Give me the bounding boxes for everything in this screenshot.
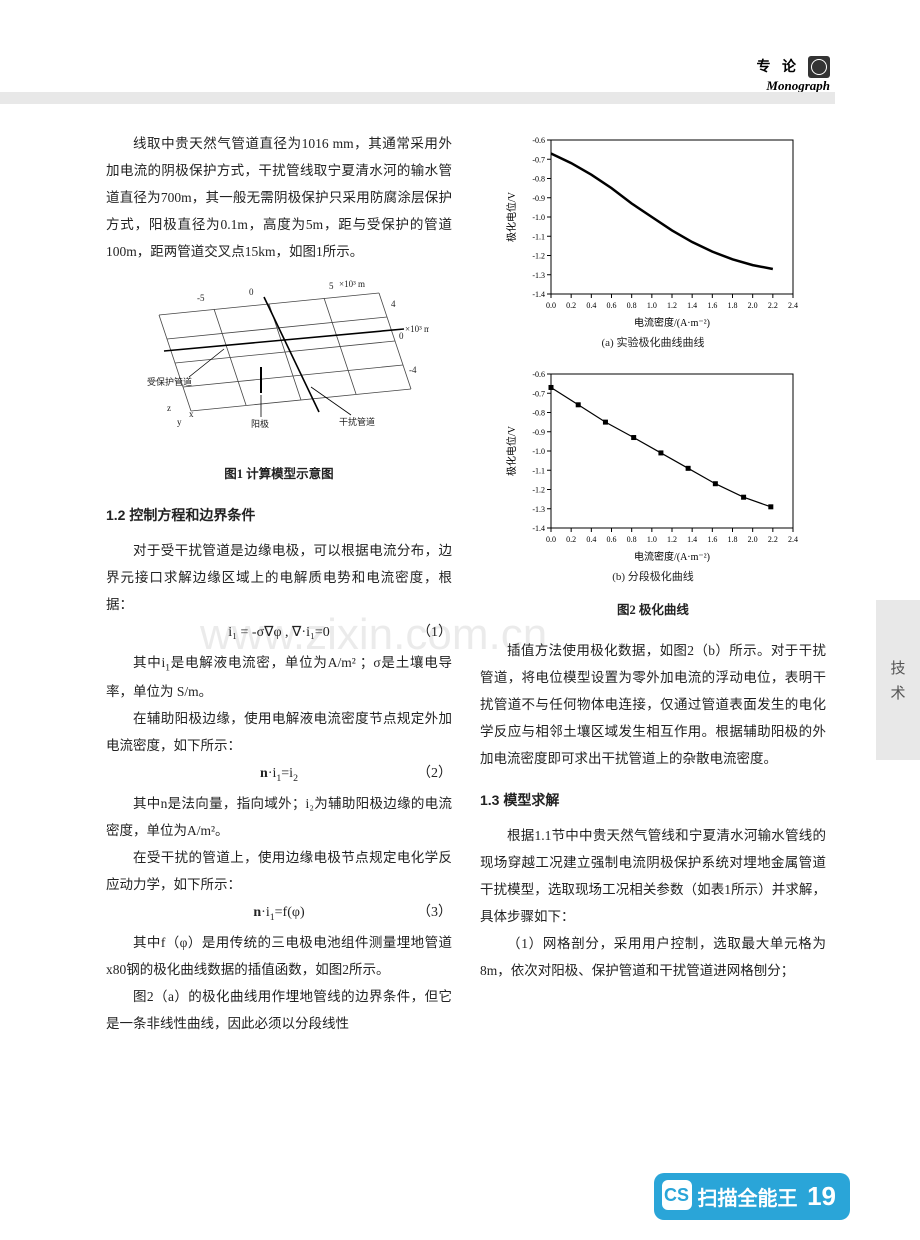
svg-text:-5: -5 xyxy=(197,293,205,303)
svg-text:0: 0 xyxy=(249,287,254,297)
svg-text:y: y xyxy=(177,417,182,427)
svg-text:1.8: 1.8 xyxy=(728,535,738,544)
svg-text:-1.0: -1.0 xyxy=(532,447,545,456)
fig1-diagram: ×10³ m ×10³ m 受保护管道 阳极 干扰管道 y z x -5 0 5 4… xyxy=(129,277,429,447)
svg-text:-0.7: -0.7 xyxy=(532,155,545,164)
svg-text:1.4: 1.4 xyxy=(687,535,697,544)
svg-text:电流密度/(A·m⁻²): 电流密度/(A·m⁻²) xyxy=(634,316,710,329)
svg-text:x: x xyxy=(189,409,194,419)
equation-3: n·i1=f(φ)n·i₁=f(φ)（3） xyxy=(106,898,452,929)
svg-text:1.8: 1.8 xyxy=(728,301,738,310)
svg-text:0.8: 0.8 xyxy=(627,535,637,544)
svg-text:0.8: 0.8 xyxy=(627,301,637,310)
svg-text:2.2: 2.2 xyxy=(768,535,778,544)
para: 对于受干扰管道是边缘电极，可以根据电流分布，边界元接口求解边缘区域上的电解质电势… xyxy=(106,537,452,618)
journal-logo-icon xyxy=(808,56,830,78)
svg-text:1.4: 1.4 xyxy=(687,301,697,310)
equation-1: i₁ = -σ∇φ , ∇·i₁=0（1） xyxy=(106,618,452,649)
svg-text:-1.4: -1.4 xyxy=(532,290,545,299)
svg-text:1.0: 1.0 xyxy=(647,535,657,544)
svg-text:-1.3: -1.3 xyxy=(532,505,545,514)
chart-b: -0.6 -0.7 -0.8 -0.9 -1.0 -1.1 -1.2 -1.3 -1.40.0 0… xyxy=(503,364,803,564)
svg-text:2.4: 2.4 xyxy=(788,535,798,544)
svg-text:0.4: 0.4 xyxy=(586,535,596,544)
svg-text:1.2: 1.2 xyxy=(667,535,677,544)
section-1-2: 1.2 控制方程和边界条件 xyxy=(106,501,452,529)
svg-text:1.6: 1.6 xyxy=(707,301,717,310)
chart-b-caption: (b) 分段极化曲线 xyxy=(480,566,826,588)
svg-text:受保护管道: 受保护管道 xyxy=(147,376,192,387)
chart-a: -0.6 -0.7 -0.8 -0.9 -1.0 -1.1 -1.2 -1.3 -1.40.0 0… xyxy=(503,130,803,330)
svg-text:2.4: 2.4 xyxy=(788,301,798,310)
section-1-3: 1.3 模型求解 xyxy=(480,786,826,814)
para: 其中f（φ）是用传统的三电极电池组件测量埋地管道x80钢的极化曲线数据的插值函数… xyxy=(106,929,452,983)
fig2-caption: 图2 极化曲线 xyxy=(480,598,826,623)
content-columns: 线取中贵天然气管道直径为1016 mm，其通常采用外加电流的阴极保护方式，干扰管… xyxy=(106,130,826,1037)
left-column: 线取中贵天然气管道直径为1016 mm，其通常采用外加电流的阴极保护方式，干扰管… xyxy=(106,130,452,1037)
chart-a-caption: (a) 实验极化曲线曲线 xyxy=(480,332,826,354)
svg-text:1.6: 1.6 xyxy=(707,535,717,544)
svg-text:0.4: 0.4 xyxy=(586,301,596,310)
svg-text:-1.2: -1.2 xyxy=(532,252,545,261)
svg-text:-1.1: -1.1 xyxy=(532,232,545,241)
para: 插值方法使用极化数据，如图2（b）所示。对于干扰管道，将电位模型设置为零外加电流… xyxy=(480,637,826,772)
svg-text:2.0: 2.0 xyxy=(748,301,758,310)
svg-text:1.2: 1.2 xyxy=(667,301,677,310)
svg-text:-0.9: -0.9 xyxy=(532,194,545,203)
svg-text:0.6: 0.6 xyxy=(607,535,617,544)
svg-text:z: z xyxy=(167,403,171,413)
page-header: 专 论 Monograph xyxy=(757,56,831,94)
svg-text:5: 5 xyxy=(329,281,334,291)
svg-text:-0.8: -0.8 xyxy=(532,409,545,418)
svg-text:0: 0 xyxy=(399,331,404,341)
para: 其中n是法向量，指向域外；i₂为辅助阳极边缘的电流密度，单位为A/m²。 xyxy=(106,790,452,844)
header-zh: 专 论 xyxy=(757,60,801,75)
fig1-caption: 图1 计算模型示意图 xyxy=(106,462,452,487)
svg-text:-0.8: -0.8 xyxy=(532,175,545,184)
svg-text:-1.4: -1.4 xyxy=(532,524,545,533)
svg-text:×10³ m: ×10³ m xyxy=(339,279,365,289)
svg-text:4: 4 xyxy=(391,299,396,309)
right-column: -0.6-0.7-0.8-0.9-1.0-1.1-1.2-1.3-1.40.00… xyxy=(480,130,826,1037)
para: 其中i1是电解液电流密，单位为A/m² ；σ是土壤电导率，单位为 S/m。 xyxy=(106,649,452,706)
scan-badge: CS 扫描全能王 19 xyxy=(654,1173,850,1220)
svg-text:-4: -4 xyxy=(409,365,417,375)
svg-text:0.0: 0.0 xyxy=(546,535,556,544)
scan-badge-icon: CS xyxy=(662,1180,692,1210)
svg-text:阳极: 阳极 xyxy=(251,418,269,429)
svg-text:-0.6: -0.6 xyxy=(532,370,545,379)
para: 根据1.1节中中贵天然气管线和宁夏清水河输水管线的现场穿越工况建立强制电流阴极保… xyxy=(480,822,826,930)
svg-text:干扰管道: 干扰管道 xyxy=(339,416,375,427)
svg-text:2.2: 2.2 xyxy=(768,301,778,310)
para: 在受干扰的管道上，使用边缘电极节点规定电化学反应动力学，如下所示： xyxy=(106,844,452,898)
side-tab: 技 术 xyxy=(876,600,920,760)
para: （1）网格剖分，采用用户控制，选取最大单元格为8m，依次对阳极、保护管道和干扰管… xyxy=(480,930,826,984)
svg-text:-0.7: -0.7 xyxy=(532,389,545,398)
svg-text:-1.1: -1.1 xyxy=(532,466,545,475)
svg-text:0.2: 0.2 xyxy=(566,301,576,310)
svg-text:2.0: 2.0 xyxy=(748,535,758,544)
svg-text:-1.0: -1.0 xyxy=(532,213,545,222)
svg-text:0.2: 0.2 xyxy=(566,535,576,544)
svg-text:极化电位/V: 极化电位/V xyxy=(505,191,518,242)
svg-text:-1.3: -1.3 xyxy=(532,271,545,280)
svg-text:电流密度/(A·m⁻²): 电流密度/(A·m⁻²) xyxy=(634,550,710,563)
equation-2: n·n·i₁=i₂i1=i2（2） xyxy=(106,759,452,790)
para: 在辅助阳极边缘，使用电解液电流密度节点规定外加电流密度，如下所示： xyxy=(106,705,452,759)
svg-text:0.0: 0.0 xyxy=(546,301,556,310)
svg-text:×10³ m: ×10³ m xyxy=(405,324,429,334)
header-bar xyxy=(0,92,835,104)
svg-text:0.6: 0.6 xyxy=(607,301,617,310)
svg-text:-0.9: -0.9 xyxy=(532,428,545,437)
para: 线取中贵天然气管道直径为1016 mm，其通常采用外加电流的阴极保护方式，干扰管… xyxy=(106,130,452,265)
svg-text:极化电位/V: 极化电位/V xyxy=(505,425,518,476)
svg-text:-0.6: -0.6 xyxy=(532,136,545,145)
para: 图2（a）的极化曲线用作埋地管线的边界条件，但它是一条非线性曲线，因此必须以分段… xyxy=(106,983,452,1037)
figure-1: ×10³ m ×10³ m 受保护管道 阳极 干扰管道 y z x -5 0 5 4… xyxy=(106,277,452,487)
svg-text:-1.2: -1.2 xyxy=(532,486,545,495)
svg-text:1.0: 1.0 xyxy=(647,301,657,310)
